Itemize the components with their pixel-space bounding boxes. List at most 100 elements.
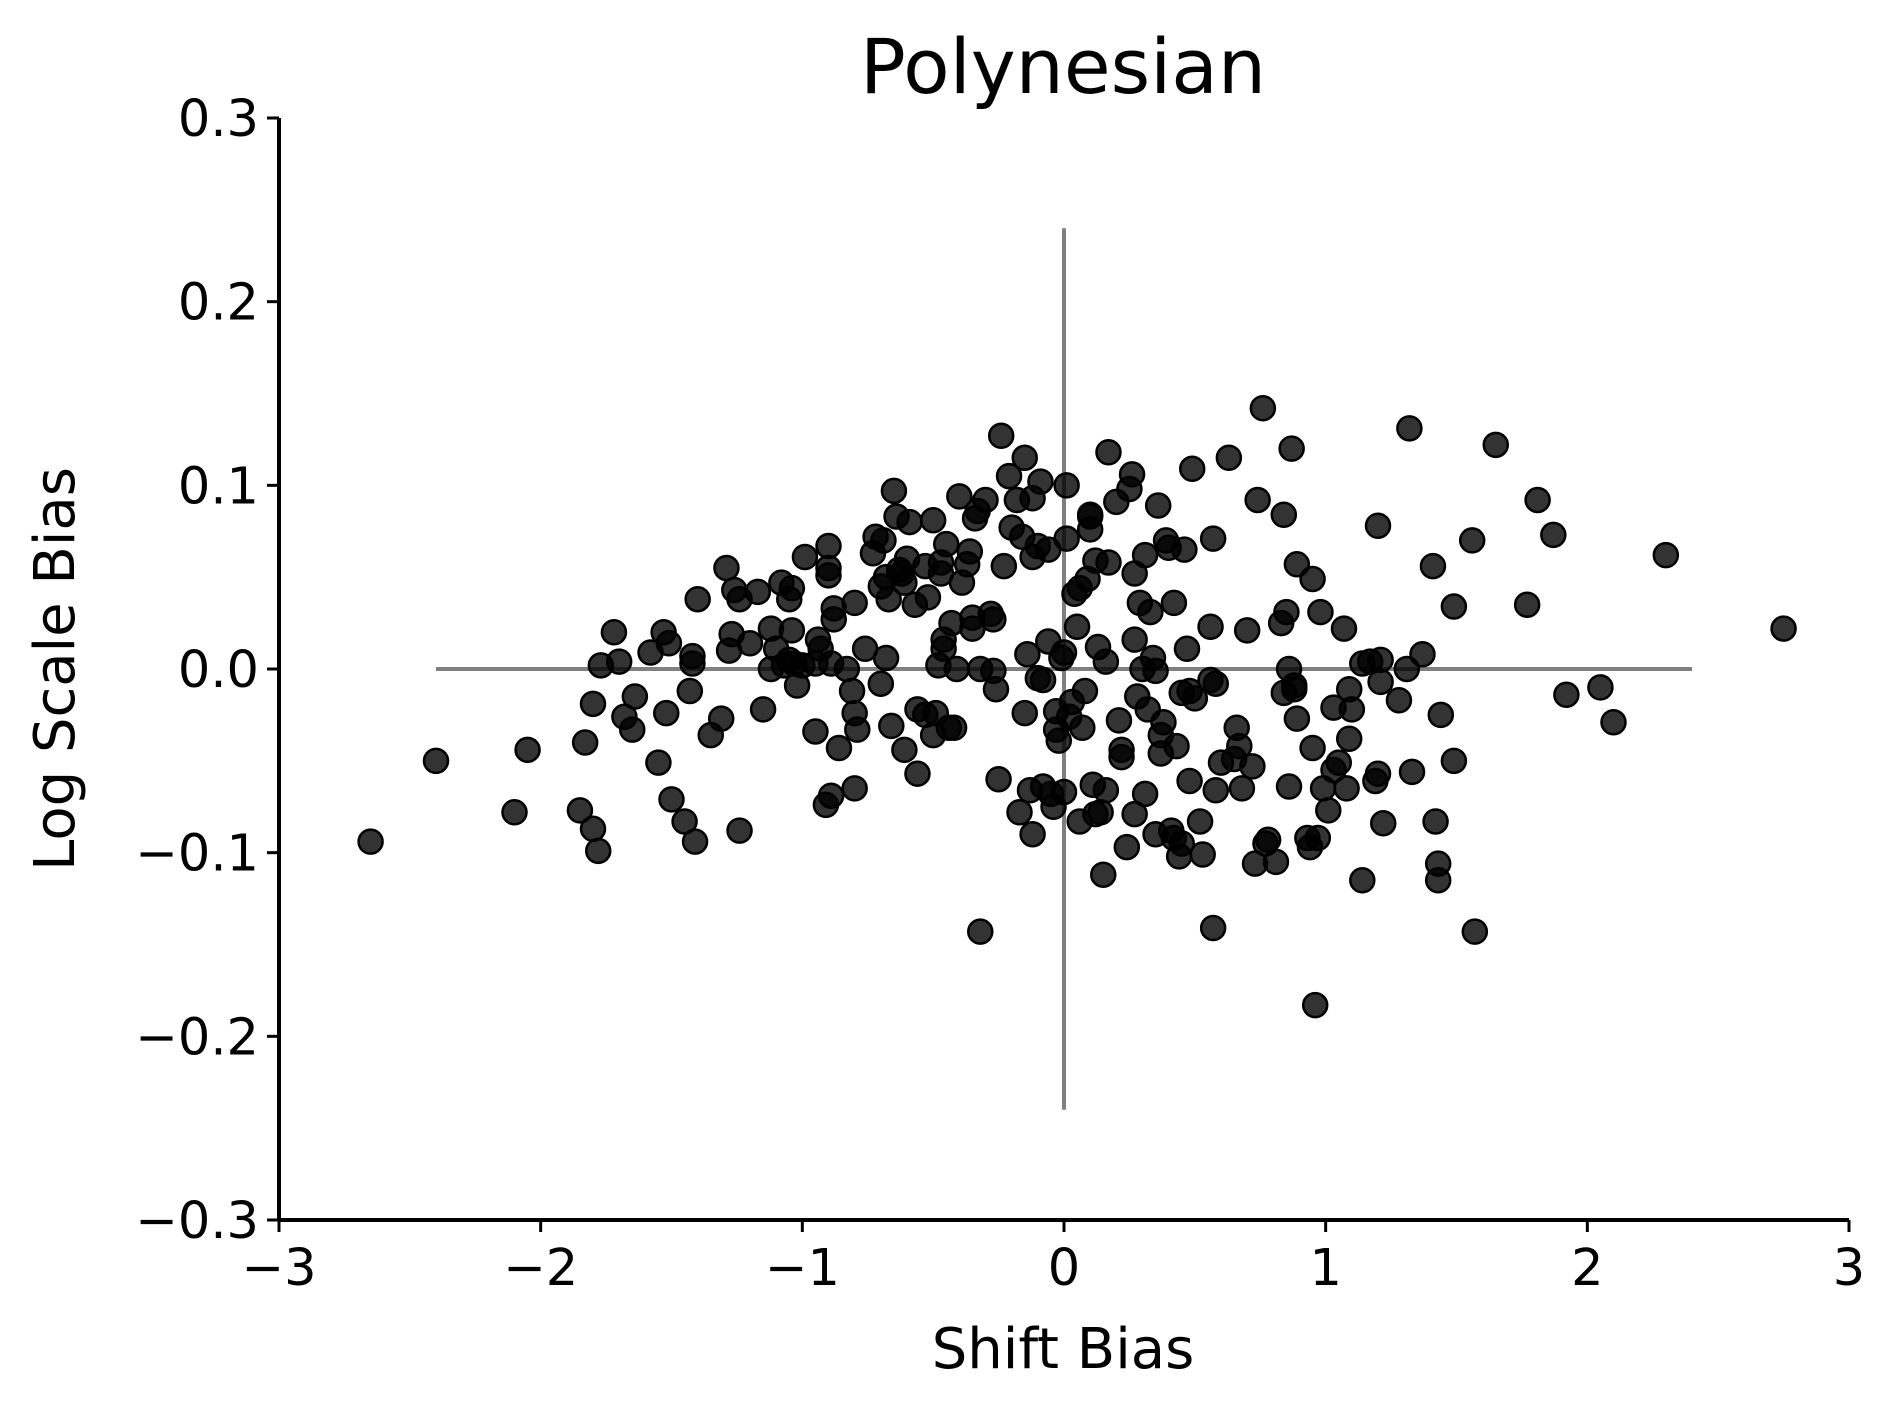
data-point [1113,833,1141,861]
data-point [1458,527,1486,554]
data-point [605,648,633,675]
data-point [982,675,1010,703]
data-point [1540,521,1567,549]
data-point [1163,732,1190,760]
data-point [867,670,895,697]
data-point [1011,699,1038,727]
data-point [1419,552,1447,580]
data-point [778,617,806,644]
data-point [1367,668,1394,696]
data-point [1095,439,1122,466]
data-point [1215,444,1243,472]
data-point [1197,613,1224,641]
data-point [749,696,777,723]
data-point [1168,830,1195,857]
data-point [1171,536,1198,563]
data-point [1090,861,1117,888]
data-point [1092,648,1120,675]
data-point [514,736,541,764]
x-tick-label: 2 [1571,1239,1603,1298]
data-point [1409,641,1436,668]
data-point [1398,758,1426,786]
data-point [1150,709,1177,736]
data-point [1275,773,1303,800]
data-point [904,760,931,787]
data-point [914,584,942,611]
data-point [671,808,698,835]
data-point [1144,492,1172,519]
data-point [838,677,866,705]
data-point [1173,635,1201,663]
data-point [1396,415,1423,442]
data-point [1131,541,1159,569]
data-point [1095,549,1122,576]
data-point [1202,776,1230,804]
data-point [1427,701,1455,729]
data-point [655,630,683,657]
data-point [357,828,384,855]
data-point [972,486,999,514]
data-point [919,506,947,534]
data-point [1121,626,1148,653]
data-point [1137,598,1164,626]
data-point [1254,826,1282,854]
data-point [891,736,918,764]
data-point [1050,639,1078,666]
data-point [987,422,1015,449]
data-point [896,508,923,536]
data-point [1424,866,1452,894]
data-point [1281,675,1308,703]
data-point [684,585,711,613]
data-point [1553,681,1580,708]
data-point [1422,808,1449,835]
data-point [1249,394,1277,422]
data-point [566,797,594,824]
data-point [1770,615,1797,642]
data-point [1199,525,1227,552]
data-point [1189,841,1216,868]
data-point [778,574,806,602]
data-point [1014,641,1041,668]
y-tick-label: −0.1 [135,825,259,884]
data-point [1349,866,1376,894]
data-point [1315,797,1342,824]
data-point [990,552,1018,580]
data-point [1369,810,1397,837]
data-points [357,394,1797,1019]
data-point [501,799,528,826]
data-point [736,630,764,657]
data-point [1142,657,1169,685]
data-point [679,650,706,677]
data-point [1299,734,1326,762]
data-point [1304,824,1332,852]
data-point [681,828,709,855]
data-point [844,716,871,743]
data-point [1053,472,1080,499]
data-point [653,699,680,727]
data-point [1367,646,1394,674]
data-point [579,815,607,843]
data-point [878,712,905,740]
data-point [1233,617,1261,644]
data-point [833,655,861,683]
data-point [802,718,829,745]
data-point [870,527,897,554]
data-point [1186,808,1214,835]
y-axis-ticks: −0.3 −0.2 −0.1 0.0 0.1 0.2 0.3 [135,90,279,1251]
data-point [1482,431,1509,459]
data-point [967,918,994,945]
y-tick-label: −0.2 [135,1008,259,1067]
x-tick-label: 1 [1309,1239,1341,1298]
data-point [1181,685,1209,712]
data-point [1262,848,1290,876]
data-point [1160,589,1188,617]
data-point [943,655,970,683]
data-point [1301,991,1329,1019]
data-point [1076,501,1104,528]
data-point [1335,725,1363,753]
y-axis-label: Log Scale Bias [23,467,88,871]
data-point [1071,677,1099,705]
data-point [946,483,973,510]
